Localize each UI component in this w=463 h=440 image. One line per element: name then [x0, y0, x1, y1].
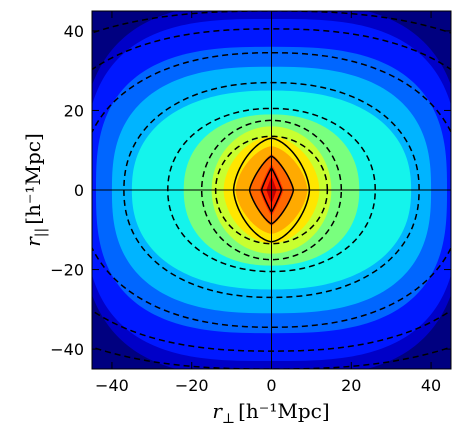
axis-ticks: −40 −20 0 20 40 −40 −20 0 20 40	[50, 11, 451, 395]
x-tick-label: 20	[341, 376, 361, 395]
y-tick-label: 20	[64, 101, 84, 120]
dashed-contour-2	[200, 119, 343, 261]
y-axis-label: r|| [h⁻¹Mpc]	[21, 133, 49, 247]
dashed-contour-7	[92, 11, 451, 369]
dashed-contour-6	[92, 28, 451, 352]
x-tick-label: −20	[175, 376, 209, 395]
filled-contours	[92, 11, 451, 369]
y-tick-label: −40	[50, 340, 84, 359]
x-tick-label: 40	[421, 376, 441, 395]
y-axis-subscript: ||	[33, 228, 49, 237]
y-tick-label: 0	[74, 181, 84, 200]
y-axis-units: [h⁻¹Mpc]	[21, 133, 45, 225]
y-tick-label: −20	[50, 261, 84, 280]
plot-area	[92, 11, 451, 369]
x-tick-label: −40	[95, 376, 129, 395]
x-axis-subscript: ⊥	[222, 411, 235, 427]
x-axis-symbol: r	[212, 399, 223, 423]
x-axis-label: r⊥ [h⁻¹Mpc]	[212, 399, 329, 427]
y-axis-symbol: r	[21, 236, 45, 247]
y-tick-label: 40	[64, 22, 84, 41]
x-axis-units: [h⁻¹Mpc]	[238, 399, 330, 423]
x-tick-label: 0	[266, 376, 276, 395]
